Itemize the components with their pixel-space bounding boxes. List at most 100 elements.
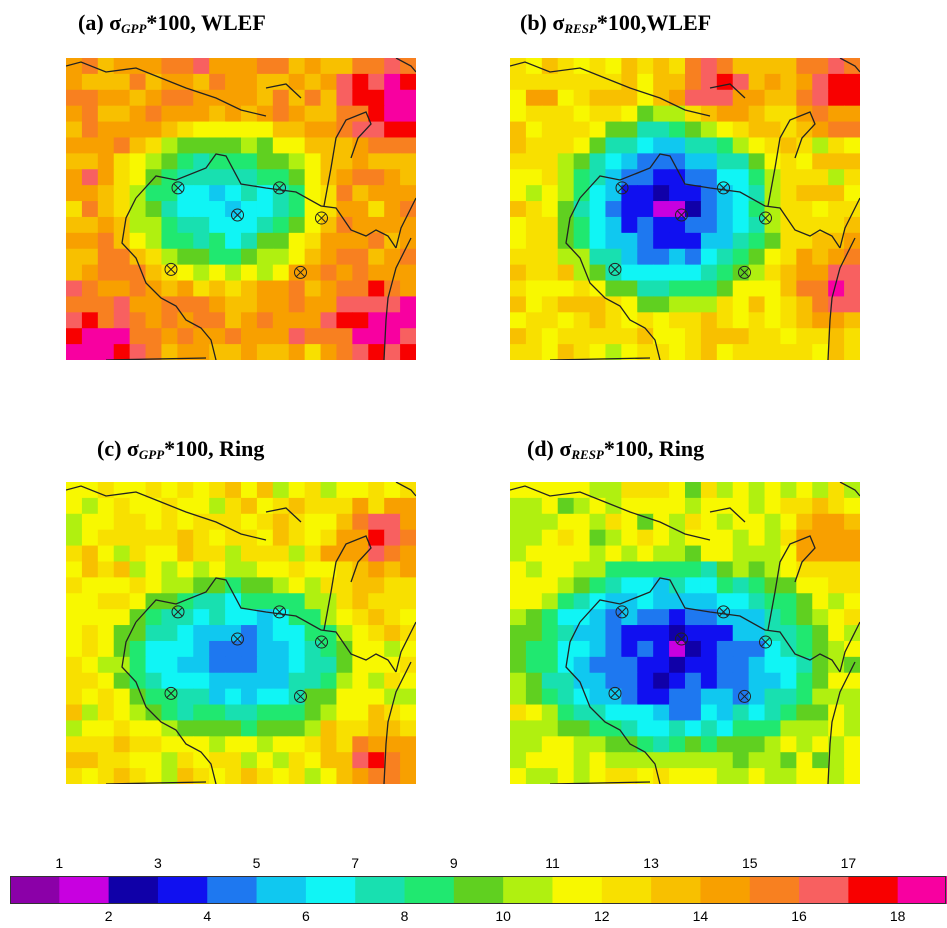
- heatmap-cell: [621, 344, 638, 360]
- heatmap-cell: [685, 609, 702, 626]
- heatmap-cell: [161, 577, 178, 594]
- heatmap-cell: [828, 264, 845, 282]
- heatmap-cell: [193, 577, 210, 594]
- heatmap-cell: [225, 672, 242, 690]
- heatmap-cell: [844, 185, 860, 202]
- heatmap-cell: [557, 248, 575, 266]
- heatmap-cell: [129, 640, 147, 658]
- heatmap-cell: [605, 216, 622, 234]
- heatmap-cell: [796, 328, 813, 345]
- heatmap-cell: [256, 529, 274, 547]
- heatmap-cell: [669, 497, 686, 515]
- heatmap-cell: [177, 577, 194, 594]
- heatmap-cell: [256, 577, 274, 594]
- heatmap-cell: [732, 153, 750, 170]
- boundary-line: [767, 535, 816, 631]
- heatmap-cell: [525, 704, 543, 722]
- heatmap-cell: [748, 264, 766, 282]
- heatmap-cell: [669, 344, 686, 360]
- heatmap-cell: [700, 609, 718, 626]
- heatmap-cell: [113, 593, 131, 610]
- heatmap-cell: [209, 264, 226, 282]
- boundary-line: [395, 58, 416, 73]
- panel-c-map: [66, 482, 416, 784]
- heatmap-cell: [732, 58, 750, 75]
- heatmap-cell: [177, 720, 194, 737]
- heatmap-cell: [844, 105, 860, 123]
- heatmap-cell: [637, 688, 654, 706]
- heatmap-cell: [700, 232, 718, 250]
- heatmap-cell: [336, 704, 353, 722]
- heatmap-cell: [241, 248, 258, 266]
- heatmap-cell: [716, 121, 734, 139]
- heatmap-cell: [748, 640, 766, 658]
- heatmap-cell: [589, 720, 607, 737]
- heatmap-cell: [605, 640, 622, 658]
- heatmap-cell: [621, 169, 638, 186]
- heatmap-cell: [161, 137, 178, 154]
- heatmap-cell: [510, 609, 527, 626]
- heatmap-cell: [384, 105, 401, 123]
- heatmap-cell: [384, 736, 401, 753]
- heatmap-cell: [400, 672, 416, 690]
- heatmap-cell: [225, 296, 242, 313]
- heatmap-cell: [621, 656, 638, 674]
- heatmap-cell: [828, 752, 845, 769]
- heatmap-cell: [161, 105, 178, 123]
- heatmap-cell: [113, 672, 131, 690]
- heatmap-cell: [828, 328, 845, 345]
- heatmap-cell: [304, 344, 322, 360]
- heatmap-cell: [304, 640, 322, 658]
- heatmap-cell: [368, 529, 385, 547]
- heatmap-cell: [828, 280, 845, 298]
- heatmap-cell: [129, 704, 147, 722]
- tower-marker-cross: [296, 692, 305, 701]
- heatmap-cell: [81, 201, 99, 218]
- heatmap-cell: [525, 497, 543, 515]
- heatmap-cell: [225, 752, 242, 769]
- heatmap-cell: [669, 577, 686, 594]
- heatmap-cell: [400, 545, 416, 563]
- heatmap-cell: [716, 704, 734, 722]
- heatmap-cell: [193, 328, 210, 345]
- heatmap-cell: [81, 137, 99, 154]
- heatmap-cell: [288, 704, 306, 722]
- heatmap-cell: [780, 121, 797, 139]
- heatmap-cell: [81, 185, 99, 202]
- heatmap-cell: [336, 312, 353, 329]
- heatmap-cell: [225, 137, 242, 154]
- heatmap-cell: [557, 688, 575, 706]
- heatmap-cell: [525, 625, 543, 642]
- heatmap-cell: [510, 121, 527, 139]
- heatmap-cell: [209, 169, 226, 186]
- heatmap-cell: [844, 545, 860, 563]
- heatmap-cell: [336, 561, 353, 578]
- tower-marker-cross: [173, 183, 183, 193]
- heatmap-cell: [320, 328, 338, 345]
- heatmap-cell: [685, 561, 702, 578]
- heatmap-cell: [209, 58, 226, 75]
- heatmap-cell: [81, 577, 99, 594]
- heatmap-cell: [256, 513, 274, 531]
- heatmap-cell: [193, 688, 210, 706]
- heatmap-cell: [256, 153, 274, 170]
- heatmap-cell: [780, 73, 797, 91]
- heatmap-cell: [81, 736, 99, 753]
- heatmap-cell: [320, 545, 338, 563]
- heatmap-cell: [796, 280, 813, 298]
- heatmap-cell: [605, 344, 622, 360]
- heatmap-cell: [97, 89, 115, 107]
- heatmap-cell: [510, 672, 527, 690]
- heatmap-cell: [685, 264, 702, 282]
- heatmap-cell: [288, 121, 306, 139]
- heatmap-cell: [288, 625, 306, 642]
- heatmap-cell: [225, 58, 242, 75]
- heatmap-cell: [557, 482, 575, 499]
- heatmap-cell: [573, 232, 591, 250]
- heatmap-cell: [621, 704, 638, 722]
- heatmap-cell: [541, 105, 559, 123]
- heatmap-cell: [716, 688, 734, 706]
- heatmap-cell: [796, 232, 813, 250]
- heatmap-cell: [685, 768, 702, 784]
- heatmap-cell: [145, 73, 163, 91]
